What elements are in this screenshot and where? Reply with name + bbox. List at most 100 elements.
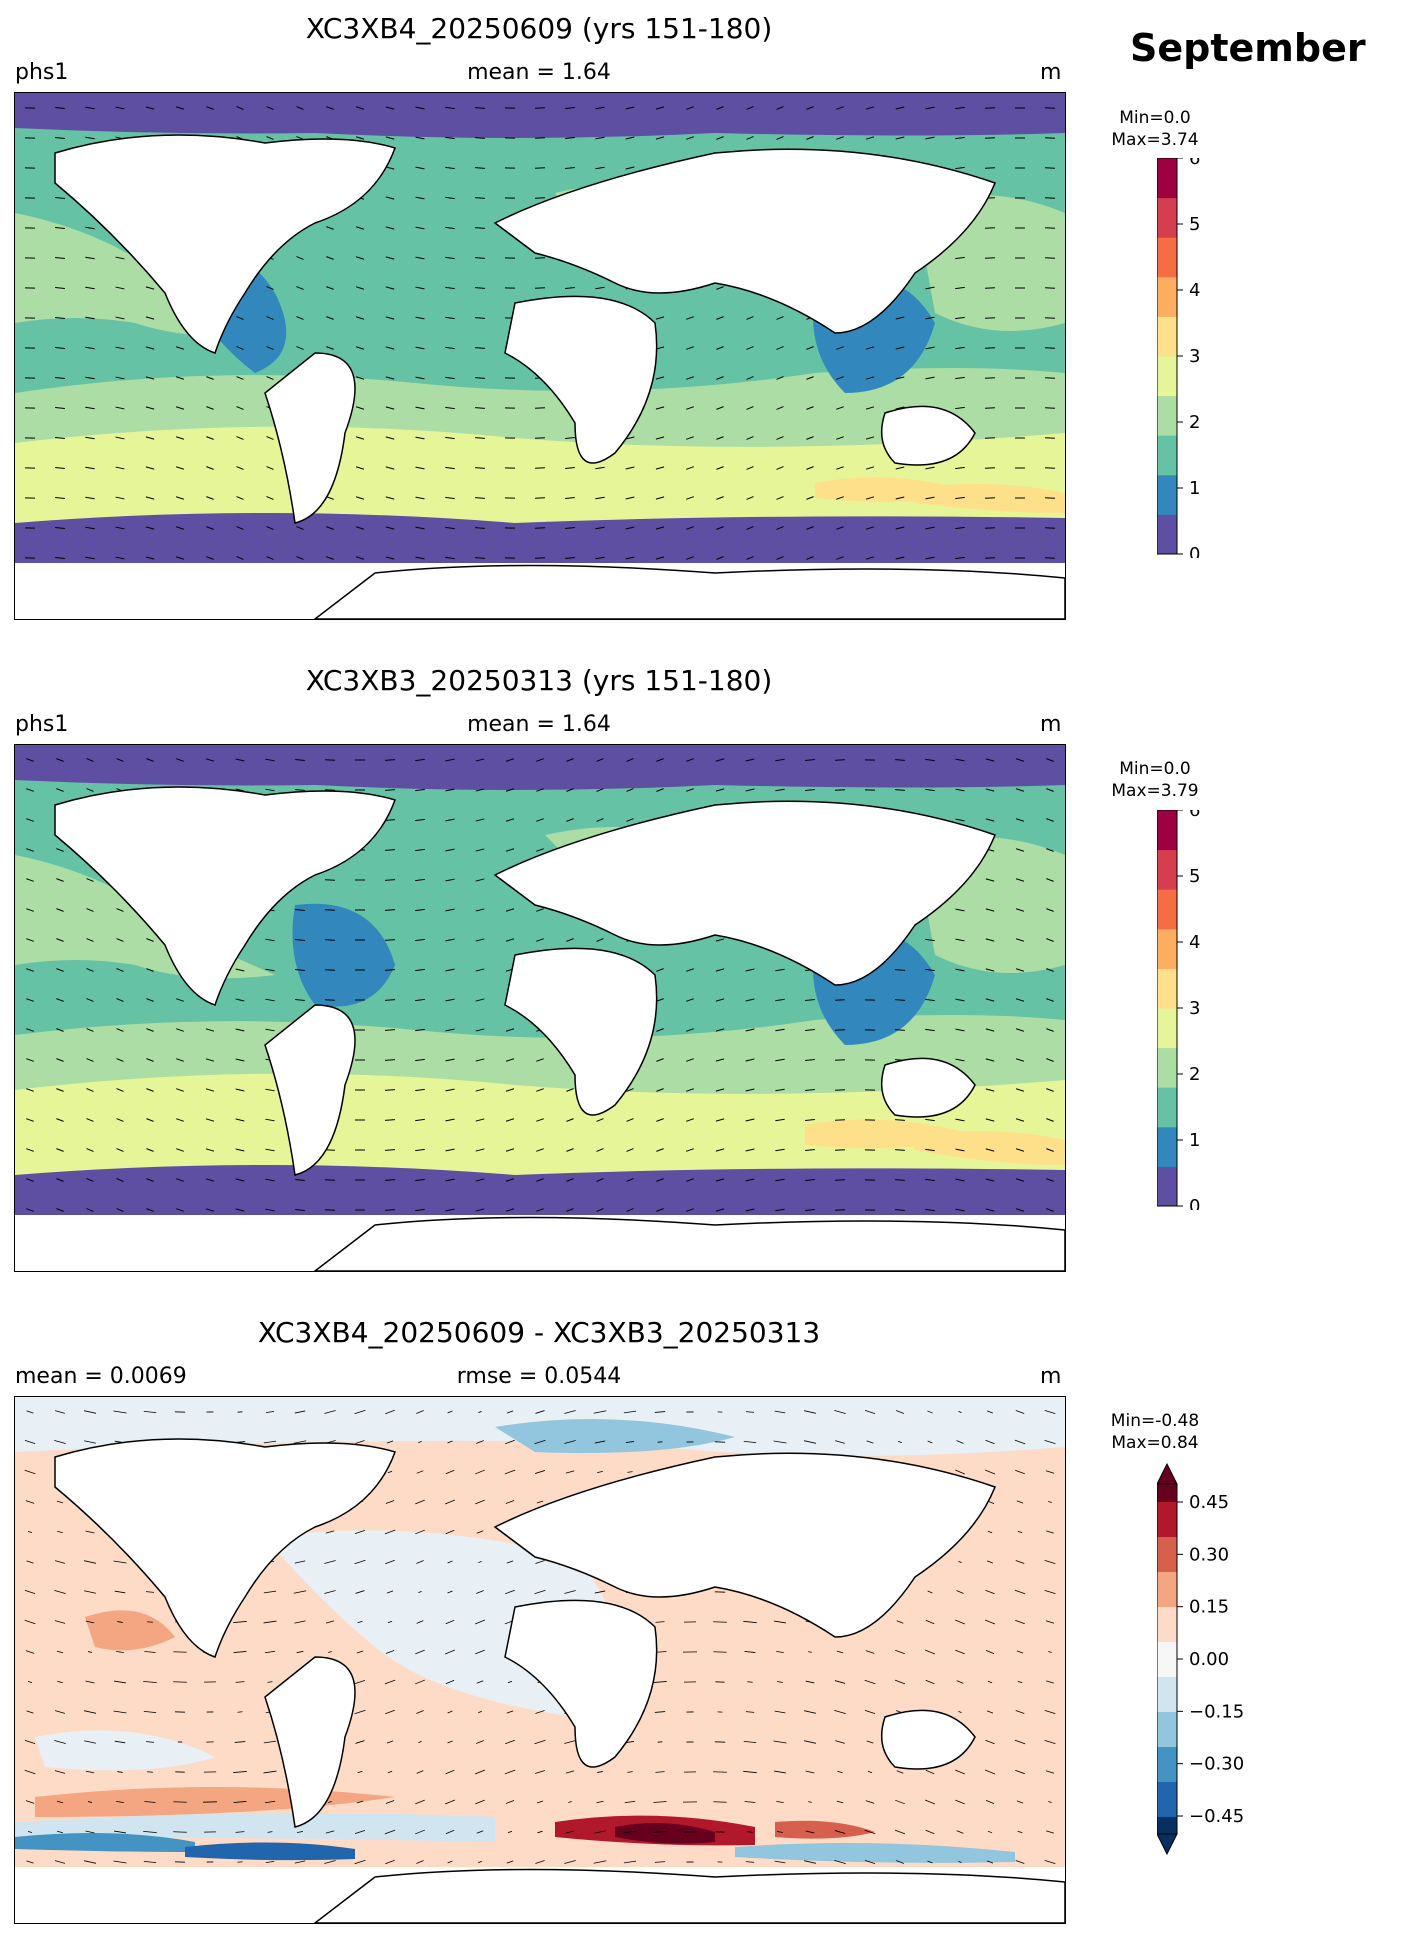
wind-vector [626, 1178, 634, 1182]
wind-vector [236, 556, 244, 560]
wind-vector [387, 1620, 393, 1624]
wind-vector [1015, 1028, 1025, 1032]
wind-vector [984, 1469, 996, 1475]
wind-vector [805, 1089, 815, 1091]
wind-vector [985, 317, 995, 319]
colorbar-tick-label: 3 [1189, 998, 1200, 1019]
panel3-min-label: Min=-0.48 [1110, 1411, 1200, 1431]
wind-vector [326, 256, 334, 260]
wind-vector [236, 316, 244, 320]
wind-vector [55, 107, 65, 109]
wind-vector [266, 136, 274, 140]
wind-vector [777, 1831, 783, 1833]
wind-vector [415, 908, 425, 912]
wind-vector [656, 1058, 664, 1062]
wind-vector [746, 556, 754, 560]
wind-vector [955, 466, 965, 470]
wind-vector [987, 1680, 993, 1684]
wind-vector [776, 106, 784, 110]
wind-vector [925, 526, 935, 530]
wind-vector [1045, 287, 1055, 289]
wind-vector [595, 136, 605, 140]
wind-vector [326, 346, 334, 350]
wind-vector [505, 1088, 515, 1092]
wind-vector [325, 969, 335, 971]
wind-vector [445, 758, 455, 762]
wind-vector [505, 1148, 515, 1152]
wind-vector [415, 848, 425, 852]
wind-vector [116, 1178, 124, 1182]
wind-vector [475, 1058, 485, 1062]
wind-vector [147, 1771, 153, 1773]
wind-vector [415, 1529, 425, 1535]
wind-vector [836, 556, 844, 560]
wind-vector [325, 1620, 335, 1624]
wind-vector [656, 1028, 664, 1032]
wind-vector [596, 1208, 604, 1212]
wind-vector [325, 789, 335, 791]
wind-vector [925, 758, 935, 762]
wind-vector [25, 1500, 35, 1504]
wind-vector [566, 938, 574, 942]
wind-vector [745, 1028, 755, 1032]
colorbar-segment [1157, 1641, 1177, 1660]
wind-vector [386, 1740, 394, 1744]
wind-vector [475, 908, 485, 912]
wind-vector [986, 1710, 994, 1714]
wind-vector [925, 1829, 935, 1835]
wind-vector [505, 848, 515, 852]
wind-vector [626, 1088, 634, 1092]
wind-vector [415, 1649, 425, 1655]
wind-vector [505, 1439, 515, 1445]
wind-vector [263, 1740, 277, 1744]
wind-vector [776, 466, 784, 470]
wind-vector [894, 1679, 906, 1685]
wind-vector [265, 758, 275, 762]
wind-vector [416, 1770, 424, 1774]
wind-vector [775, 1118, 785, 1122]
wind-vector [1014, 1739, 1026, 1745]
wind-vector [596, 1178, 604, 1182]
wind-vector [475, 758, 485, 762]
wind-vector [1015, 758, 1025, 762]
colorbar-tick-label: 0.15 [1189, 1597, 1229, 1618]
colorbar-tick-label: −0.15 [1189, 1701, 1244, 1722]
wind-vector [324, 1560, 336, 1564]
wind-vector [264, 1800, 276, 1804]
wind-vector [1015, 938, 1025, 942]
wind-vector [354, 1680, 366, 1684]
wind-vector [775, 758, 785, 762]
wind-vector [294, 1620, 306, 1624]
colorbar-segment [1157, 1571, 1177, 1590]
wind-vector [175, 376, 185, 380]
wind-vector [116, 1208, 124, 1212]
wind-vector [1046, 1208, 1054, 1212]
wind-vector [355, 466, 365, 470]
wind-vector [745, 1861, 755, 1863]
wind-vector [1015, 1118, 1025, 1122]
wind-vector [595, 526, 605, 530]
wind-vector [955, 1148, 965, 1152]
wind-vector [175, 496, 185, 500]
wind-vector [955, 1208, 965, 1212]
wind-vector [445, 1769, 455, 1775]
wind-vector [1046, 908, 1054, 912]
wind-vector [955, 968, 965, 972]
wind-vector [1044, 1559, 1056, 1565]
colorbar-segment [1157, 514, 1177, 555]
wind-vector [384, 1679, 396, 1685]
wind-vector [837, 1770, 843, 1774]
wind-vector [958, 1411, 962, 1413]
wind-vector [114, 1590, 126, 1594]
wind-vector [985, 1028, 995, 1032]
wind-vector [686, 1118, 694, 1122]
panel3-colorbar: 0.45 0.30 0.15 0.00 −0.15 −0.30 −0.45 [1156, 1462, 1267, 1862]
wind-vector [806, 406, 814, 410]
colorbar-tick-label: 6 [1189, 810, 1200, 821]
wind-vector [115, 346, 125, 350]
wind-vector [205, 1178, 215, 1182]
wind-vector [86, 758, 94, 762]
wind-vector [746, 406, 754, 410]
wind-vector [176, 758, 184, 762]
wind-vector [266, 286, 274, 290]
